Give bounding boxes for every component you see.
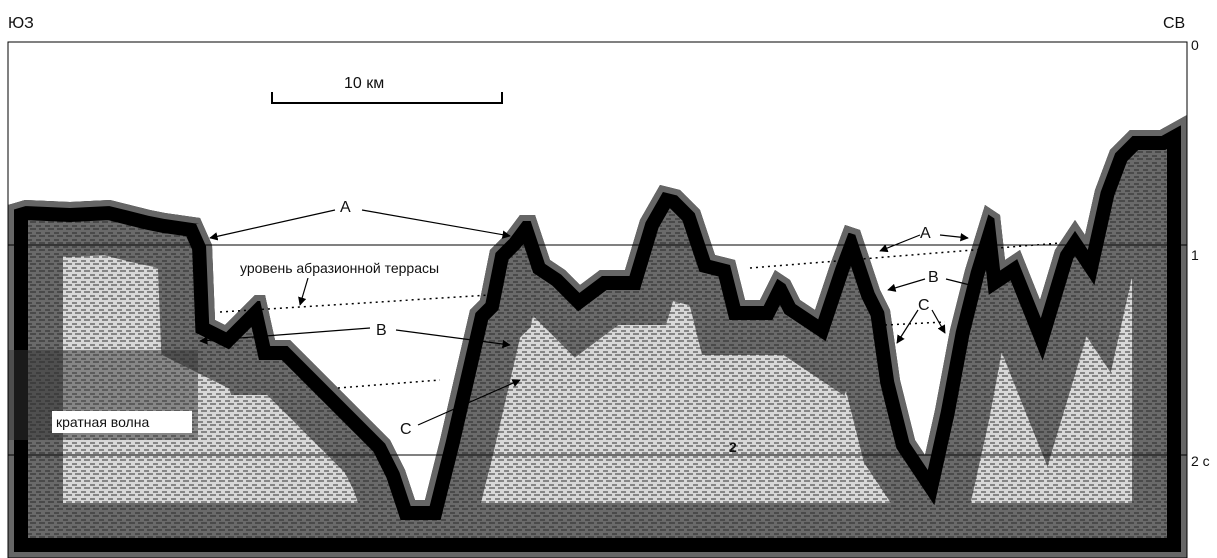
scale-label: 10 км — [344, 75, 384, 92]
label: A — [920, 225, 931, 242]
label: B — [376, 322, 387, 339]
seismic-section — [8, 100, 1188, 558]
label: B — [928, 269, 939, 286]
time-tick: 2 с — [1191, 453, 1210, 469]
direction-label: СВ — [1163, 15, 1185, 32]
seismic-figure: ЮЗ СВ 0 1 2 с 10 км A A B B C C уровень … — [0, 0, 1217, 558]
time-tick: 1 — [1191, 247, 1199, 263]
annotation: 2 — [729, 439, 737, 455]
direction-label: ЮЗ — [8, 15, 34, 32]
label: C — [400, 421, 412, 438]
scale-bar — [272, 92, 502, 103]
annotation: уровень абразионной террасы — [240, 260, 439, 276]
label: C — [918, 297, 930, 314]
annotation: кратная волна — [56, 414, 149, 430]
label: A — [340, 199, 351, 216]
time-tick: 0 — [1191, 37, 1199, 53]
page: ЮЗ СВ 0 1 2 с 10 км A A B B C C уровень … — [0, 0, 1217, 558]
